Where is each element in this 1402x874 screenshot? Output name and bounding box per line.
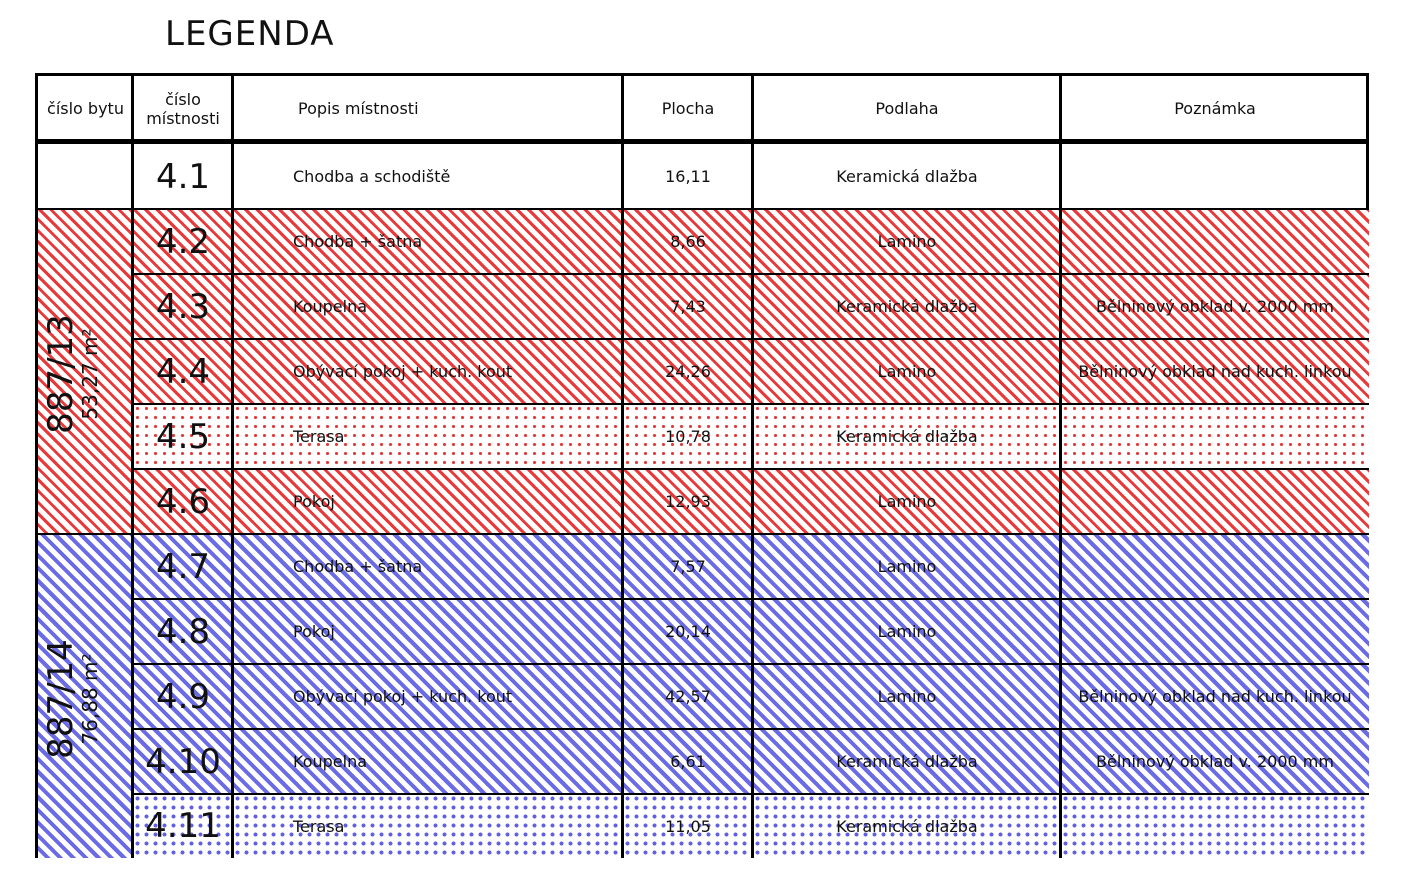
cell-note: Bělninový obklad nad kuch. linkou	[1061, 339, 1369, 404]
cell-note	[1061, 599, 1369, 664]
cell-room: 4.2	[133, 209, 233, 274]
cell-floor: Keramická dlažba	[753, 729, 1061, 794]
cell-room: 4.7	[133, 534, 233, 599]
cell-description: Chodba + šatna	[233, 534, 623, 599]
cell-floor: Keramická dlažba	[753, 274, 1061, 339]
cell-description: Terasa	[233, 794, 623, 858]
cell-description: Obývací pokoj + kuch. kout	[233, 339, 623, 404]
apartment-area: 53,27 m²	[78, 328, 102, 420]
cell-room: 4.8	[133, 599, 233, 664]
cell-note	[1061, 469, 1369, 534]
cell-floor: Lamino	[753, 469, 1061, 534]
cell-description: Pokoj	[233, 599, 623, 664]
header-note: Poznámka	[1174, 99, 1256, 118]
header-apartment: číslo bytu	[47, 99, 124, 118]
apartment-cell-887-13	[38, 209, 133, 534]
cell-room: 4.11	[133, 794, 233, 858]
header-room: číslo místnosti	[146, 89, 220, 128]
grid-line	[231, 76, 234, 858]
grid-line	[621, 76, 624, 858]
cell-note	[1061, 209, 1369, 274]
cell-note	[1061, 144, 1369, 209]
cell-description: Chodba a schodiště	[293, 167, 451, 186]
grid-line	[133, 793, 1369, 795]
cell-floor: Lamino	[753, 339, 1061, 404]
cell-room: 4.5	[133, 404, 233, 469]
cell-area: 16,11	[665, 167, 711, 186]
apartment-label-887-13: 887/13 53,27 m²	[41, 214, 123, 534]
cell-area: 24,26	[623, 339, 753, 404]
grid-line	[133, 338, 1369, 340]
cell-floor: Lamino	[753, 664, 1061, 729]
apartment-area: 76,88 m²	[78, 653, 102, 745]
cell-note: Bělninový obklad nad kuch. linkou	[1061, 664, 1369, 729]
cell-description: Obývací pokoj + kuch. kout	[233, 664, 623, 729]
cell-area: 11,05	[623, 794, 753, 858]
apartment-number: 887/13	[41, 314, 81, 434]
grid-line	[38, 208, 1369, 210]
cell-description: Koupelna	[233, 729, 623, 794]
cell-floor: Lamino	[753, 599, 1061, 664]
cell-room: 4.10	[133, 729, 233, 794]
header-area: Plocha	[661, 99, 715, 118]
cell-description: Terasa	[233, 404, 623, 469]
cell-area: 20,14	[623, 599, 753, 664]
cell-note: Bělninový obklad v. 2000 mm	[1061, 729, 1369, 794]
cell-floor: Lamino	[753, 534, 1061, 599]
cell-note	[1061, 534, 1369, 599]
cell-floor: Keramická dlažba	[753, 404, 1061, 469]
apartment-cell-887-14	[38, 534, 133, 858]
grid-line	[133, 728, 1369, 730]
grid-line	[133, 273, 1369, 275]
cell-room: 4.3	[133, 274, 233, 339]
cell-floor: Keramická dlažba	[836, 167, 978, 186]
cell-floor: Keramická dlažba	[753, 794, 1061, 858]
legend-table: číslo bytu číslo místnosti Popis místnos…	[35, 73, 1369, 858]
grid-line	[131, 76, 134, 858]
header-floor: Podlaha	[875, 99, 939, 118]
cell-room: 4.4	[133, 339, 233, 404]
cell-description: Pokoj	[233, 469, 623, 534]
grid-line	[133, 468, 1369, 470]
grid-line	[133, 663, 1369, 665]
cell-note	[1061, 404, 1369, 469]
cell-description: Koupelna	[233, 274, 623, 339]
grid-line	[1059, 76, 1062, 858]
cell-floor: Lamino	[753, 209, 1061, 274]
header-description: Popis místnosti	[298, 99, 419, 118]
apartment-number: 887/14	[41, 639, 81, 759]
grid-line	[133, 403, 1369, 405]
cell-note	[1061, 794, 1369, 858]
page-title: LEGENDA	[165, 14, 335, 54]
cell-description: Chodba + šatna	[233, 209, 623, 274]
grid-line	[38, 533, 1369, 535]
cell-area: 12,93	[623, 469, 753, 534]
cell-room: 4.9	[133, 664, 233, 729]
cell-area: 7,57	[623, 534, 753, 599]
cell-room: 4.1	[155, 156, 211, 197]
cell-area: 10,78	[623, 404, 753, 469]
cell-area: 8,66	[623, 209, 753, 274]
cell-area: 6,61	[623, 729, 753, 794]
grid-line	[133, 598, 1369, 600]
cell-room: 4.6	[133, 469, 233, 534]
cell-area: 7,43	[623, 274, 753, 339]
grid-line	[38, 139, 1369, 144]
cell-area: 42,57	[623, 664, 753, 729]
grid-line	[751, 76, 754, 858]
apartment-label-887-14: 887/14 76,88 m²	[41, 539, 123, 859]
cell-note: Bělninový obklad v. 2000 mm	[1061, 274, 1369, 339]
